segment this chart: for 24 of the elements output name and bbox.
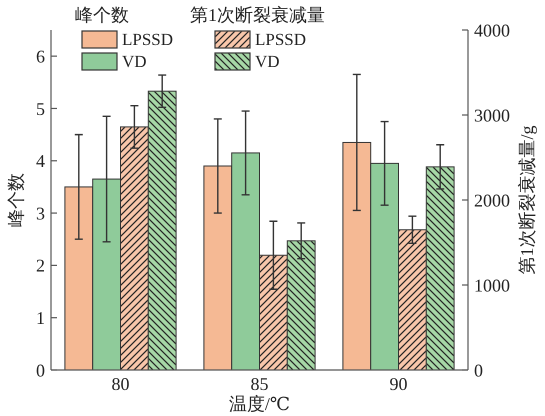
x-tick-label: 90 — [390, 374, 408, 394]
x-axis-title: 温度/℃ — [228, 394, 290, 414]
y-tick-label: 6 — [36, 46, 45, 66]
y-tick-label: 3 — [36, 203, 45, 224]
text: 峰个数 — [75, 5, 129, 25]
y2-tick-label: 3000 — [474, 105, 510, 126]
x-tick-label: 80 — [112, 374, 130, 394]
y-tick-label: 4 — [36, 151, 45, 172]
y-tick-label: 0 — [36, 360, 45, 380]
y2-axis-title: 第1次断裂衰减量/g — [517, 125, 537, 275]
x-tick-label: 85 — [250, 374, 268, 394]
legend-label: LPSSD — [122, 30, 174, 49]
y2-tick-label: 2000 — [474, 190, 510, 210]
y2-tick-label: 4000 — [474, 20, 510, 40]
y2-tick-label: 0 — [474, 360, 483, 380]
y-tick-label: 1 — [36, 308, 45, 328]
y-tick-label: 5 — [36, 98, 45, 119]
y-tick-label: 2 — [36, 256, 45, 276]
y-axis-title: 峰个数 — [6, 173, 26, 227]
y2-tick-label: 1000 — [474, 275, 510, 296]
legend-label: VD — [255, 52, 280, 71]
legend-label: VD — [122, 52, 147, 71]
legend-label: LPSSD — [255, 30, 306, 49]
text: 第1次断裂衰减量 — [190, 5, 325, 25]
